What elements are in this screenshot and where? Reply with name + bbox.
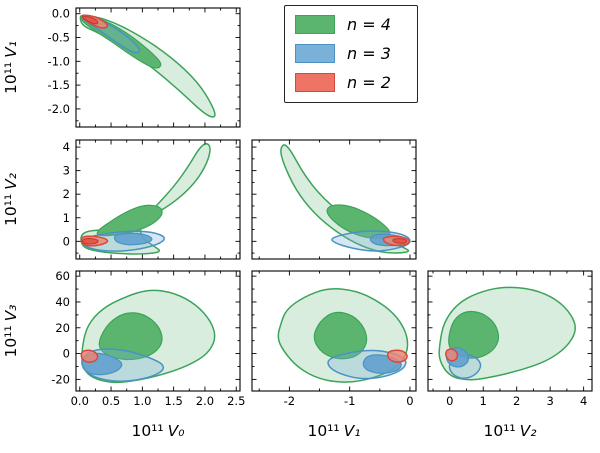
panel-V2y-vs-V1x xyxy=(251,139,417,260)
x-tick-label: 3 xyxy=(546,394,553,408)
y-tick-label: -1.5 xyxy=(48,78,70,92)
x-tick-label: -2 xyxy=(284,394,295,408)
legend-swatch-n2 xyxy=(295,73,335,92)
x-tick-label: 2 xyxy=(513,394,520,408)
y-tick-label: 60 xyxy=(55,269,70,283)
x-tick-label: 0.0 xyxy=(71,394,89,408)
panel-V1y-vs-V0x: 0.0 -0.5 -1.0 -1.5 -2.0 xyxy=(48,7,241,128)
x-axis-title-0: 10¹¹ V₀ xyxy=(132,422,185,440)
panel-V2y-vs-V0x: 0 1 2 3 4 xyxy=(63,139,241,260)
y-tick-label: -2.0 xyxy=(48,102,70,116)
x-tick-label: 2.0 xyxy=(196,394,214,408)
legend: n = 4 n = 3 n = 2 xyxy=(284,5,418,103)
y-tick-label: 40 xyxy=(55,295,70,309)
panel-frame xyxy=(427,270,593,392)
y-tick-label: 4 xyxy=(63,140,70,154)
x-tick-label: 0 xyxy=(446,394,453,408)
panel-V3y-vs-V1x: -2 -1 0 xyxy=(251,270,417,408)
panel-frame xyxy=(75,7,241,128)
x-tick-label: 1.5 xyxy=(165,394,183,408)
legend-item-n4: n = 4 xyxy=(295,14,407,35)
legend-label-n4: n = 4 xyxy=(347,14,391,34)
contour-n2_outer xyxy=(80,349,99,363)
panel-V3y-vs-V2x: 0 1 2 3 4 xyxy=(427,270,593,408)
x-axis-title-2: 10¹¹ V₂ xyxy=(484,422,537,440)
y-axis-title-2: 10¹¹V₃ xyxy=(2,305,20,358)
y-tick-label: 0 xyxy=(63,234,70,248)
contour-n4_outer xyxy=(280,144,410,254)
panel-frame xyxy=(251,270,417,392)
y-axis-title-1: 10¹¹V₂ xyxy=(2,173,20,226)
x-tick-label: 1 xyxy=(480,394,487,408)
contour-n3_inner xyxy=(113,232,153,246)
legend-item-n3: n = 3 xyxy=(295,43,407,64)
contour-n2_outer xyxy=(445,348,459,362)
x-tick-label: 1.0 xyxy=(133,394,151,408)
x-tick-label: 0 xyxy=(406,394,413,408)
x-tick-label: 0.5 xyxy=(102,394,120,408)
legend-swatch-n4 xyxy=(295,15,335,34)
x-tick-label: -1 xyxy=(344,394,355,408)
legend-label-n3: n = 3 xyxy=(347,43,391,63)
y-tick-label: -0.5 xyxy=(48,31,70,45)
contour-n2_outer xyxy=(386,349,408,363)
panel-frame xyxy=(75,139,241,260)
contour-n2_inner xyxy=(392,238,408,244)
y-tick-label: 3 xyxy=(63,164,70,178)
x-tick-label: 4 xyxy=(580,394,587,408)
y-tick-label: -20 xyxy=(51,372,70,386)
y-tick-label: 0 xyxy=(63,347,70,361)
contour-n4_inner xyxy=(80,15,162,69)
y-tick-label: 20 xyxy=(55,321,70,335)
panel-V3y-vs-V0x: 0.0 0.5 1.0 1.5 2.0 2.5 -20 0 20 40 60 xyxy=(51,269,245,408)
y-tick-label: 0.0 xyxy=(52,7,70,21)
contour-n2_inner xyxy=(82,15,99,25)
y-tick-label: -1.0 xyxy=(48,54,70,68)
legend-label-n2: n = 2 xyxy=(347,72,391,92)
panel-frame xyxy=(251,139,417,260)
legend-item-n2: n = 2 xyxy=(295,72,407,93)
contour-n4_inner xyxy=(313,311,368,360)
x-tick-label: 2.5 xyxy=(227,394,245,408)
y-axis-title-0: 10¹¹V₁ xyxy=(2,41,20,94)
panel-frame xyxy=(75,270,241,392)
legend-swatch-n3 xyxy=(295,44,335,63)
y-tick-label: 1 xyxy=(63,211,70,225)
contour-n2_inner xyxy=(82,237,99,245)
contour-n4_inner xyxy=(98,312,163,361)
x-axis-title-1: 10¹¹ V₁ xyxy=(308,422,361,440)
y-tick-label: 2 xyxy=(63,187,70,201)
